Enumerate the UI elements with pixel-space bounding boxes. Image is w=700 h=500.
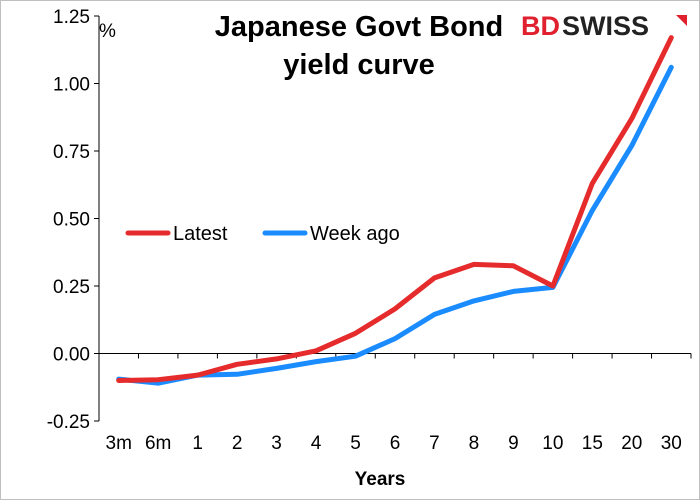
logo-swiss-text: SWISS [562,11,649,41]
y-tick-label: -0.25 [47,412,90,433]
y-tick-label: 1.25 [53,7,90,28]
x-tick-label: 20 [621,433,642,454]
x-tick-label: 6m [145,433,171,454]
x-tick-label: 30 [661,433,682,454]
y-tick-label: 0.50 [53,210,90,231]
legend-label: Week ago [310,223,400,245]
chart-title-line: yield curve [283,49,435,81]
x-tick-label: 4 [311,433,322,454]
legend: Latest Week ago [125,223,400,245]
chart-title-line: Japanese Govt Bond [215,11,503,43]
y-tick-label: 0.25 [53,277,90,298]
chart-title: Japanese Govt Bond yield curve [215,11,503,81]
y-tick-label: 0.00 [53,345,90,366]
x-tick-label: 2 [232,433,243,454]
x-axis-title: Years [355,469,406,490]
x-tick-label: 3 [271,433,282,454]
logo-corner-icon [676,15,687,26]
legend-label: Latest [173,223,228,245]
x-tick-label: 10 [542,433,563,454]
x-tick-label: 5 [350,433,361,454]
y-tick-labels: 1.25 1.00 0.75 0.50 0.25 0.00 -0.25 [47,7,99,433]
y-tick-label: 1.00 [53,75,90,96]
x-tick-label: 9 [508,433,519,454]
logo-bd-text: BD [521,11,560,41]
x-tick-label: 1 [192,433,203,454]
y-unit-label: % [99,21,116,42]
bdswiss-logo: BD SWISS [521,11,687,41]
x-tick-label: 3m [106,433,132,454]
series-line-week-ago [116,64,674,386]
x-tick-labels: 3m 6m 1 2 3 4 5 6 7 8 9 10 15 20 30 [98,353,692,454]
y-tick-label: 0.75 [53,142,90,163]
series-line-latest [116,35,674,383]
x-tick-label: 7 [429,433,440,454]
x-tick-label: 15 [582,433,603,454]
x-tick-label: 6 [390,433,401,454]
series-lines [116,35,674,386]
x-tick-label: 8 [469,433,480,454]
